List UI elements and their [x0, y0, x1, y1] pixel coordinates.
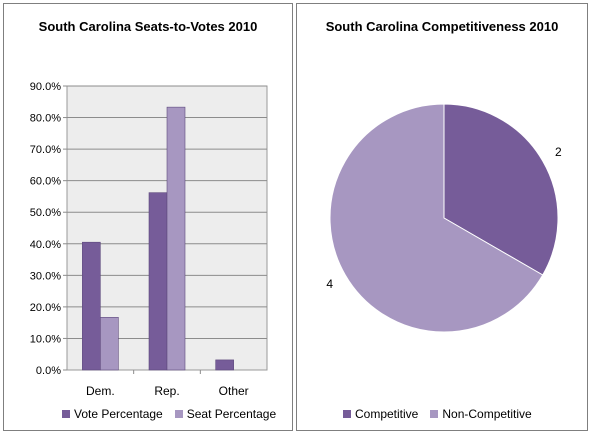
y-tick-label: 0.0% [36, 365, 61, 377]
seat-percentage-swatch [174, 410, 183, 418]
legend-item-vote-percentage: Vote Percentage [62, 407, 163, 421]
legend-label-non-competitive: Non-Competitive [442, 407, 532, 421]
bar-chart-title: South Carolina Seats-to-Votes 2010 [38, 19, 258, 34]
y-tick-label: 50.0% [30, 207, 61, 219]
pie-chart-title: South Carolina Competitiveness 2010 [297, 18, 587, 36]
vote-percentage-swatch [62, 410, 70, 418]
y-tick-label: 30.0% [30, 270, 61, 282]
bar-chart-svg: 0.0% 10.0% 20.0% 30.0% 40.0% 50.0% 60.0% 70.0% 8… [30, 81, 268, 398]
bar [100, 317, 119, 371]
x-category-label: Dem. [86, 384, 115, 398]
bar [82, 241, 101, 371]
legend-item-competitive: Competitive [343, 407, 418, 421]
pie-chart-legend: Competitive Non-Competitive [343, 407, 532, 421]
pie-chart-svg: 24 [326, 103, 562, 333]
bar [148, 192, 168, 371]
y-tick-label: 20.0% [30, 302, 61, 314]
pie-slice-label: 4 [326, 277, 333, 291]
pie-chart-title-text: South Carolina Competitiveness 2010 [325, 19, 559, 34]
bar [166, 106, 186, 371]
legend-label-seat-percentage: Seat Percentage [186, 407, 277, 421]
legend-label-vote-percentage: Vote Percentage [74, 407, 163, 421]
y-tick-label: 80.0% [30, 113, 61, 125]
y-tick-label: 10.0% [30, 333, 61, 345]
bar-chart-legend: Vote Percentage Seat Percentage [62, 407, 276, 421]
x-category-label: Rep. [154, 384, 179, 398]
non-competitive-swatch [430, 410, 439, 418]
pie-slice [443, 103, 559, 276]
legend-label-competitive: Competitive [355, 407, 419, 421]
seats-to-votes-chart-panel: South Carolina Seats-to-Votes 2010 0.0% 1… [3, 3, 293, 431]
y-tick-label: 90.0% [30, 81, 61, 93]
bar [215, 359, 234, 371]
pie-slice [329, 103, 544, 333]
legend-item-seat-percentage: Seat Percentage [174, 407, 277, 421]
y-tick-label: 60.0% [30, 176, 61, 188]
legend-item-non-competitive: Non-Competitive [430, 407, 532, 421]
competitive-swatch [343, 410, 351, 418]
y-tick-label: 70.0% [30, 144, 61, 156]
y-tick-label: 40.0% [30, 239, 61, 251]
pie-slice-label: 2 [555, 145, 562, 159]
x-category-label: Other [219, 384, 249, 398]
